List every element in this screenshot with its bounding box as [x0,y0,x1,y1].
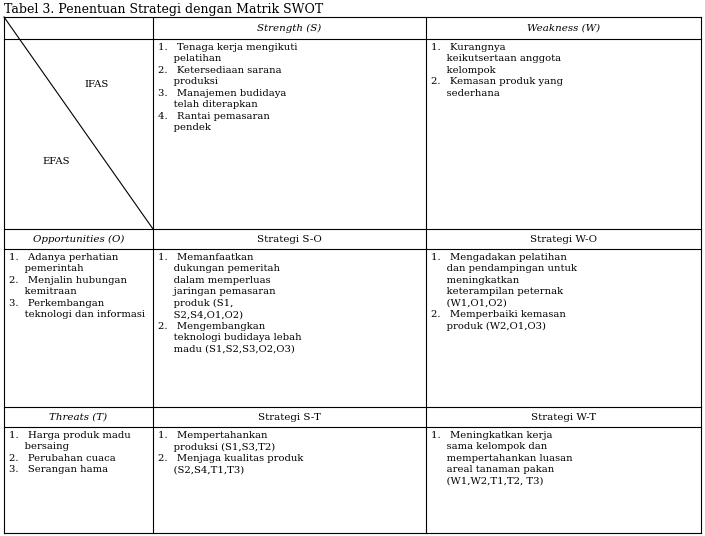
Text: Weakness (W): Weakness (W) [527,24,600,33]
Text: 1.   Meningkatkan kerja
     sama kelompok dan
     mempertahankan luasan
     a: 1. Meningkatkan kerja sama kelompok dan … [431,431,572,486]
Text: Strategi W-T: Strategi W-T [531,413,596,421]
Text: Tabel 3. Penentuan Strategi dengan Matrik SWOT: Tabel 3. Penentuan Strategi dengan Matri… [4,3,324,16]
Text: Strategi S-O: Strategi S-O [257,235,322,243]
Text: Strategi S-T: Strategi S-T [258,413,321,421]
Text: 1.   Tenaga kerja mengikuti
     pelatihan
2.   Ketersediaan sarana
     produks: 1. Tenaga kerja mengikuti pelatihan 2. K… [158,43,298,132]
Text: 1.   Mempertahankan
     produksi (S1,S3,T2)
2.   Menjaga kualitas produk
     (: 1. Mempertahankan produksi (S1,S3,T2) 2.… [158,431,303,474]
Text: EFAS: EFAS [43,157,70,166]
Text: 1.   Memanfaatkan
     dukungan pemeritah
     dalam memperluas
     jaringan pe: 1. Memanfaatkan dukungan pemeritah dalam… [158,253,302,354]
Text: Strength (S): Strength (S) [257,24,321,33]
Text: 1.   Harga produk madu
     bersaing
2.   Perubahan cuaca
3.   Serangan hama: 1. Harga produk madu bersaing 2. Perubah… [9,431,130,474]
Text: Threats (T): Threats (T) [49,413,108,421]
Text: 1.   Mengadakan pelatihan
     dan pendampingan untuk
     meningkatkan
     ket: 1. Mengadakan pelatihan dan pendampingan… [431,253,577,331]
Text: Opportunities (O): Opportunities (O) [33,234,124,243]
Text: 1.   Adanya perhatian
     pemerintah
2.   Menjalin hubungan
     kemitraan
3.  : 1. Adanya perhatian pemerintah 2. Menjal… [9,253,145,319]
Text: IFAS: IFAS [85,80,109,90]
Text: 1.   Kurangnya
     keikutsertaan anggota
     kelompok
2.   Kemasan produk yang: 1. Kurangnya keikutsertaan anggota kelom… [431,43,563,98]
Text: Strategi W-O: Strategi W-O [530,235,597,243]
